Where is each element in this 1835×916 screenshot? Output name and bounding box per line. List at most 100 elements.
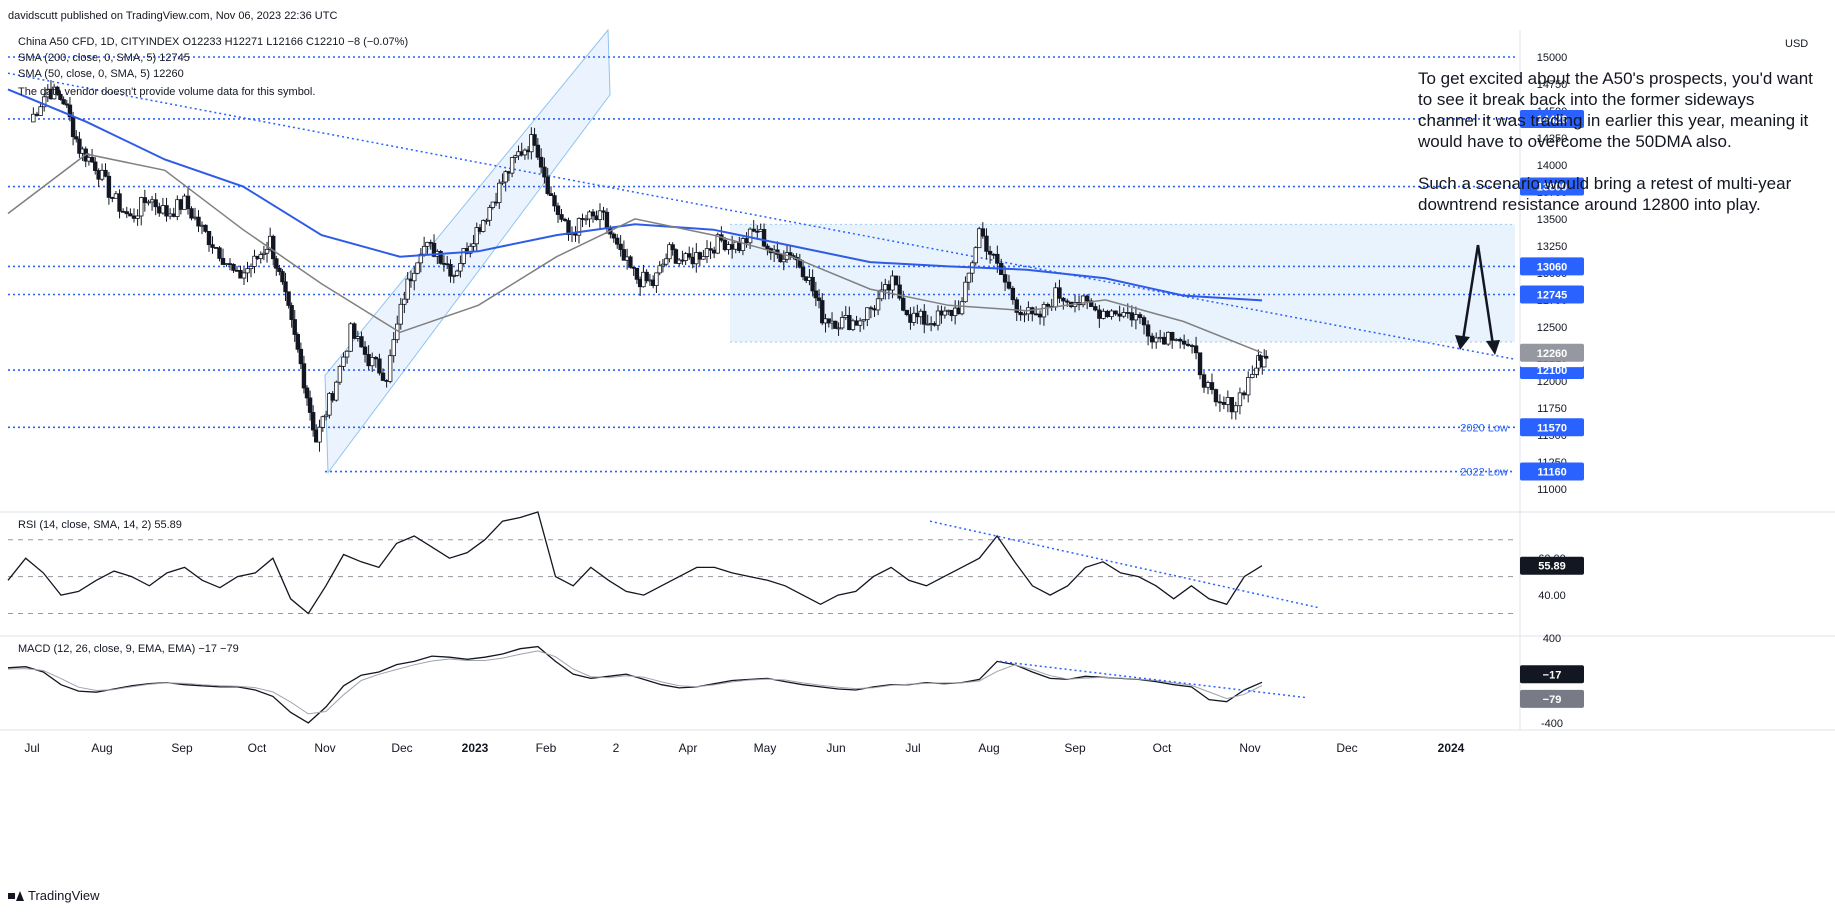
candle-body xyxy=(618,243,623,250)
candle-body xyxy=(103,169,108,177)
candle-body xyxy=(1105,310,1110,318)
candle-body xyxy=(1097,309,1102,319)
candle-body xyxy=(431,242,437,257)
candle-body xyxy=(1101,310,1106,319)
signal-value-badge-label: −79 xyxy=(1543,694,1562,706)
candle-body xyxy=(1237,392,1243,407)
arrow-head-1 xyxy=(1455,335,1470,350)
candle-body xyxy=(189,208,194,219)
candle-body xyxy=(813,290,819,299)
candle-body xyxy=(611,233,616,239)
candle-body xyxy=(425,241,430,247)
candle-body xyxy=(583,218,589,221)
candle-body xyxy=(153,199,158,208)
candle-body xyxy=(280,271,285,283)
candle-body xyxy=(1185,343,1191,346)
price-tick-14750: 14750 xyxy=(1537,79,1568,91)
candle-body xyxy=(167,213,173,217)
candle-body xyxy=(448,264,453,277)
candle-body xyxy=(513,155,518,158)
candle-body xyxy=(341,356,346,367)
time-tick-3: Oct xyxy=(248,741,267,755)
candle-body xyxy=(1217,401,1223,404)
candle-body xyxy=(1246,377,1251,396)
candle-body xyxy=(178,199,184,210)
candle-body xyxy=(210,244,215,248)
candle-body xyxy=(412,272,417,282)
badge-14426-label: 14426 xyxy=(1537,114,1568,126)
candle-body xyxy=(277,267,282,272)
macd-trendline xyxy=(999,660,1306,699)
candle-body xyxy=(726,244,731,251)
candle-body xyxy=(857,320,863,326)
candle-body xyxy=(171,213,176,217)
candle-body xyxy=(64,103,69,106)
time-tick-13: Aug xyxy=(978,741,999,755)
candle-body xyxy=(621,249,627,261)
candle-body xyxy=(601,210,606,213)
candle-body xyxy=(461,248,466,264)
candle-body xyxy=(922,310,927,325)
candle-body xyxy=(220,257,226,265)
candle-body xyxy=(644,271,649,281)
candle-body xyxy=(330,393,335,401)
candle-body xyxy=(67,104,73,118)
candle-body xyxy=(687,253,692,258)
candle-body xyxy=(481,220,486,232)
candle-body xyxy=(164,205,169,217)
candle-body xyxy=(538,156,544,168)
macd-signal-line xyxy=(7,650,1263,715)
candle-body xyxy=(535,144,541,158)
time-tick-9: Apr xyxy=(679,741,698,755)
badge-11570-bg xyxy=(1520,418,1584,437)
candle-body xyxy=(778,254,783,263)
candle-body xyxy=(380,372,386,381)
candle-body xyxy=(701,256,706,260)
candle-body xyxy=(1154,337,1159,343)
candle-body xyxy=(604,211,610,229)
candle-body xyxy=(149,199,155,203)
candle-body xyxy=(587,211,592,220)
candle-body xyxy=(562,218,568,221)
candle-body xyxy=(89,157,95,163)
candle-body xyxy=(182,195,187,210)
candle-body xyxy=(1121,312,1126,317)
candle-body xyxy=(377,358,382,374)
candle-body xyxy=(897,284,902,299)
candle-body xyxy=(310,412,316,431)
candle-body xyxy=(323,414,329,418)
candle-body xyxy=(634,267,640,280)
badge-13060-label: 13060 xyxy=(1537,261,1568,273)
candle-body xyxy=(509,157,515,174)
candle-body xyxy=(810,276,815,292)
candle-body xyxy=(245,268,250,274)
candle-body xyxy=(597,210,603,221)
macd-legend: MACD (12, 26, close, 9, EMA, EMA) −17 −7… xyxy=(18,643,239,655)
candle-body xyxy=(484,219,489,222)
price-badge-12260-label: 12260 xyxy=(1537,348,1568,360)
time-tick-1: Aug xyxy=(91,741,112,755)
macd-tick--400: -400 xyxy=(1541,718,1563,730)
candle-body xyxy=(41,96,47,108)
tradingview-logo[interactable]: TradingView xyxy=(8,888,100,903)
candle-body xyxy=(139,197,144,217)
candle-body xyxy=(286,291,291,306)
publisher-line: davidscutt published on TradingView.com,… xyxy=(8,10,338,22)
rsi-trendline xyxy=(929,520,1321,609)
candle-body xyxy=(391,339,396,357)
candle-body xyxy=(711,249,717,254)
tradingview-icon xyxy=(8,890,24,901)
candle-body xyxy=(398,303,404,325)
candle-body xyxy=(865,307,870,321)
time-tick-17: Dec xyxy=(1336,741,1357,755)
candle-body xyxy=(77,138,82,154)
candle-body xyxy=(1033,313,1039,316)
candle-body xyxy=(697,252,703,260)
candle-body xyxy=(1173,338,1179,341)
candle-body xyxy=(292,319,297,335)
candle-body xyxy=(1229,397,1235,413)
candle-body xyxy=(1093,306,1098,311)
candle-body xyxy=(487,207,492,221)
candle-body xyxy=(1263,355,1269,359)
price-tick-14250: 14250 xyxy=(1537,133,1568,145)
